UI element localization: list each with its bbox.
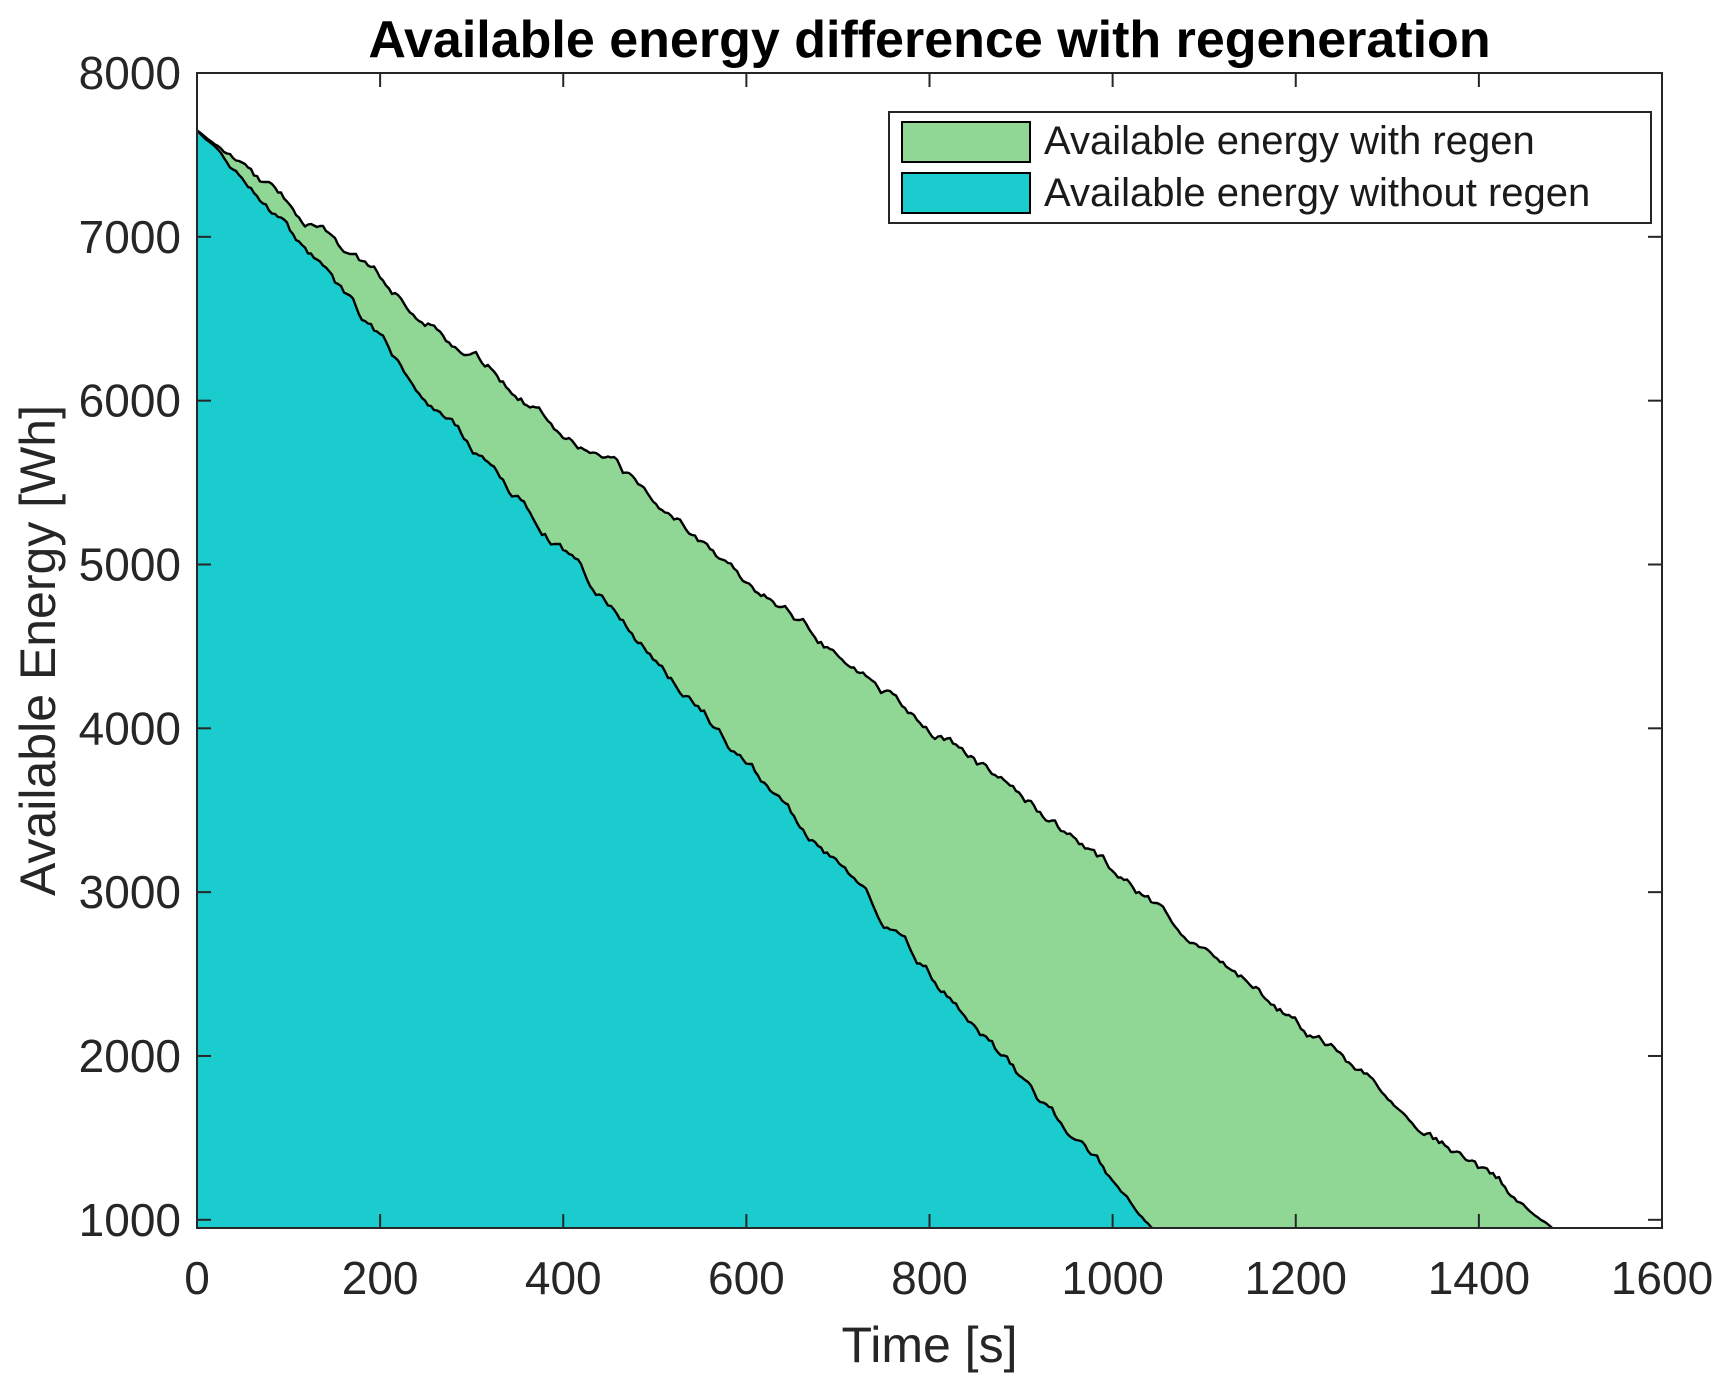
y-tick-label: 1000 (79, 1194, 181, 1246)
legend-label: Available energy with regen (1044, 119, 1535, 164)
x-tick-label: 1400 (1428, 1252, 1530, 1304)
y-tick-label: 5000 (79, 538, 181, 590)
x-tick-label: 600 (708, 1252, 785, 1304)
y-tick-label: 3000 (79, 866, 181, 918)
y-tick-label: 7000 (79, 211, 181, 263)
series-area-without-regen (197, 130, 1152, 1228)
legend-item: Available energy without regen (890, 170, 1650, 216)
y-tick-label: 6000 (79, 375, 181, 427)
x-tick-label: 0 (184, 1252, 210, 1304)
legend-item: Available energy with regen (890, 119, 1650, 165)
x-tick-label: 1200 (1245, 1252, 1347, 1304)
y-tick-label: 4000 (79, 702, 181, 754)
y-tick-label: 8000 (79, 47, 181, 99)
x-tick-label: 200 (342, 1252, 419, 1304)
x-tick-label: 800 (891, 1252, 968, 1304)
legend-label: Available energy without regen (1044, 170, 1591, 215)
x-tick-label: 400 (525, 1252, 602, 1304)
x-tick-label: 1600 (1611, 1252, 1713, 1304)
legend-swatch-without-regen (901, 172, 1031, 215)
legend: Available energy with regen Available ene… (888, 111, 1652, 224)
y-tick-label: 2000 (79, 1030, 181, 1082)
series-line-with-regen (196, 129, 1553, 1229)
x-tick-label: 1000 (1061, 1252, 1163, 1304)
series-line-without-regen (196, 129, 1153, 1229)
y-axis-label: Available Energy [Wh] (10, 405, 66, 896)
chart-title: Available energy difference with regener… (368, 11, 1491, 69)
x-axis-label: Time [s] (841, 1317, 1018, 1373)
legend-swatch-with-regen (901, 120, 1031, 163)
